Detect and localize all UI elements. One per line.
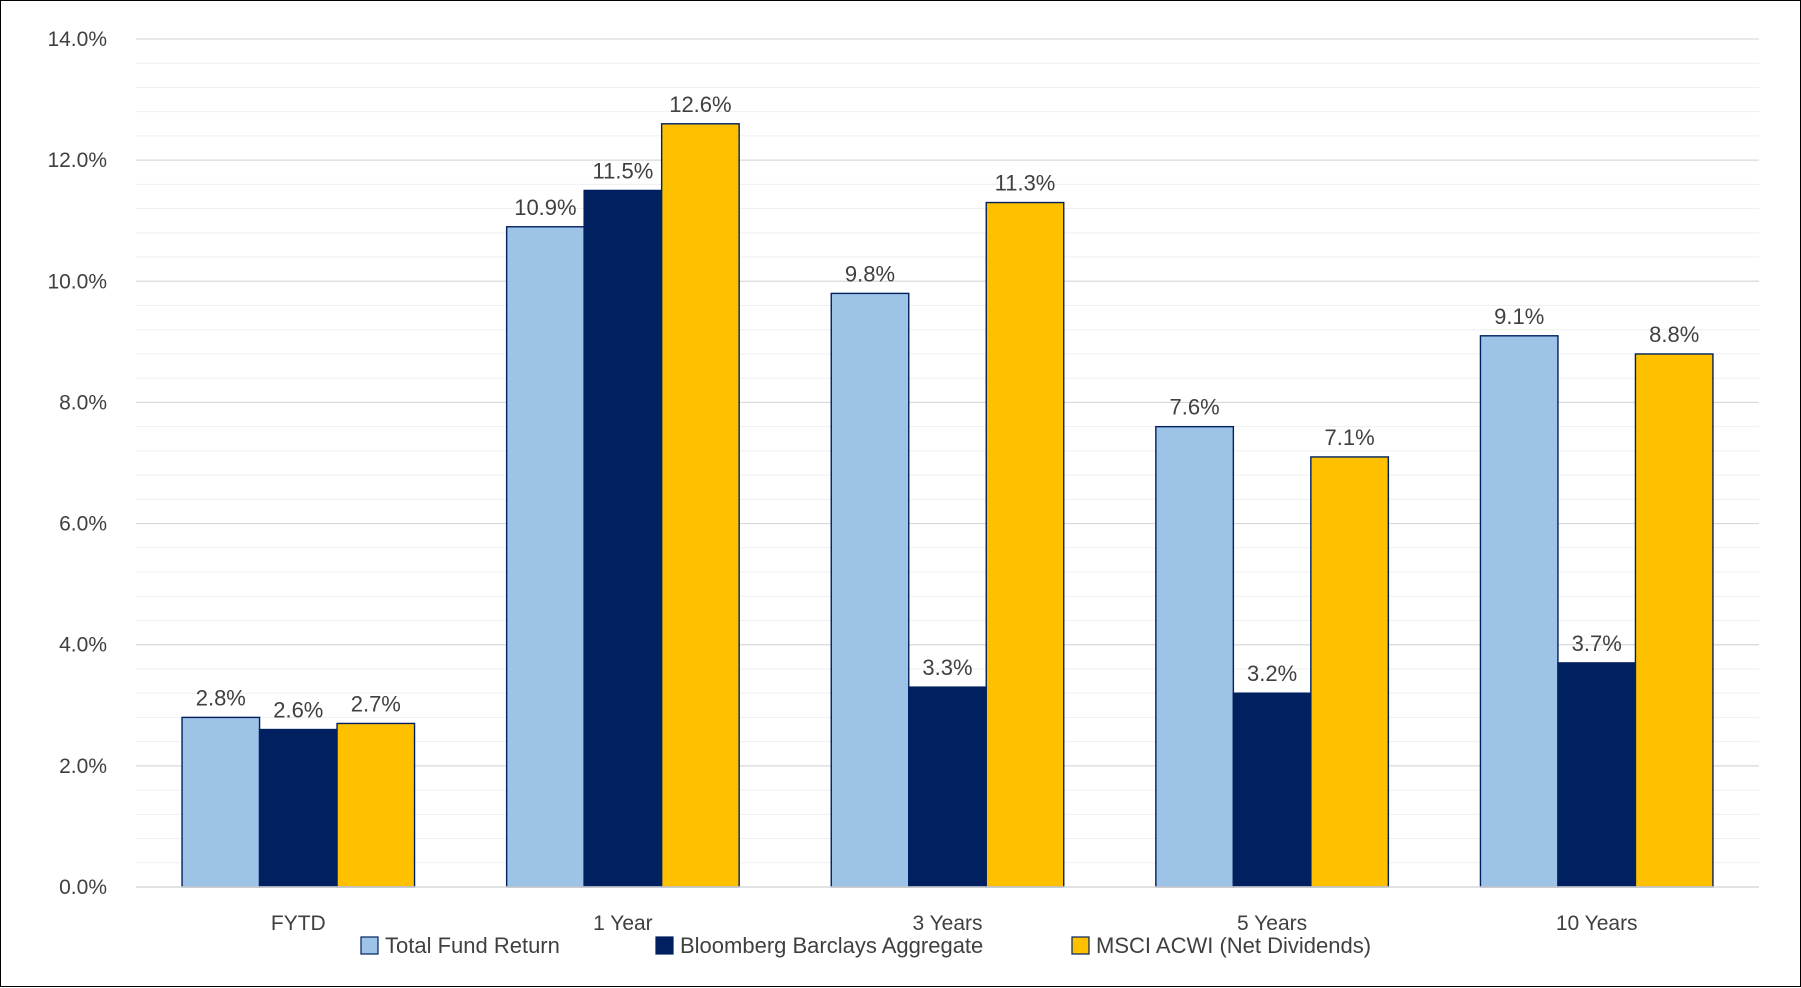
data-label: 2.6% <box>273 698 323 723</box>
legend: Total Fund Return Bloomberg Barclays Aggr… <box>360 933 1371 958</box>
data-label: 12.6% <box>669 92 731 117</box>
bar <box>830 292 910 888</box>
data-label: 7.1% <box>1325 425 1375 450</box>
bar <box>1634 353 1714 888</box>
data-label: 3.7% <box>1572 631 1622 656</box>
bar <box>1479 335 1559 888</box>
data-label: 3.3% <box>922 655 972 680</box>
data-label: 9.8% <box>845 261 895 286</box>
legend-label: MSCI ACWI (Net Dividends) <box>1096 933 1371 958</box>
data-label: 10.9% <box>514 195 576 220</box>
bar <box>583 189 663 888</box>
bar <box>1155 425 1235 888</box>
bar <box>1557 662 1637 888</box>
data-label: 2.8% <box>196 685 246 710</box>
data-label: 11.3% <box>995 171 1056 196</box>
x-tick-label: 5 Years <box>1237 912 1307 935</box>
data-label: 2.7% <box>351 691 401 716</box>
y-tick-label: 2.0% <box>59 755 107 778</box>
bar <box>1310 456 1390 888</box>
y-axis: 0.0% 2.0% 4.0% 6.0% 8.0% 10.0% 12.0% 14.0% <box>47 28 107 899</box>
y-tick-label: 12.0% <box>47 149 107 172</box>
bar <box>505 226 585 888</box>
y-tick-label: 0.0% <box>59 876 107 899</box>
bar <box>985 201 1065 888</box>
data-label: 11.5% <box>593 158 654 183</box>
y-tick-label: 6.0% <box>59 513 107 536</box>
bar <box>336 722 416 888</box>
data-label: 8.8% <box>1649 322 1699 347</box>
x-tick-label: 3 Years <box>912 912 982 935</box>
data-label: 7.6% <box>1170 395 1220 420</box>
y-tick-label: 8.0% <box>59 391 107 414</box>
y-tick-label: 14.0% <box>47 28 107 51</box>
bar <box>908 686 987 888</box>
x-tick-label: 1 Year <box>593 912 653 935</box>
data-label: 9.1% <box>1494 304 1544 329</box>
legend-swatch <box>655 936 674 955</box>
x-tick-label: 10 Years <box>1556 912 1638 935</box>
x-tick-label: FYTD <box>271 912 326 935</box>
data-label: 3.2% <box>1247 661 1297 686</box>
bars <box>181 123 1714 888</box>
y-tick-label: 10.0% <box>47 270 107 293</box>
bar <box>181 716 261 888</box>
legend-swatch <box>1071 936 1090 955</box>
bar <box>258 728 338 888</box>
y-tick-label: 4.0% <box>59 634 107 657</box>
bar <box>1232 692 1312 888</box>
legend-swatch <box>360 936 379 955</box>
legend-label: Bloomberg Barclays Aggregate <box>680 933 983 958</box>
legend-label: Total Fund Return <box>385 933 560 958</box>
data-labels: 2.8% 2.6% 2.7% 10.9% 11.5% 12.6% 9.8% 3.3% 11.3%… <box>196 92 1700 723</box>
x-axis: FYTD 1 Year 3 Years 5 Years 10 Years <box>136 886 1759 935</box>
bar <box>660 123 740 888</box>
